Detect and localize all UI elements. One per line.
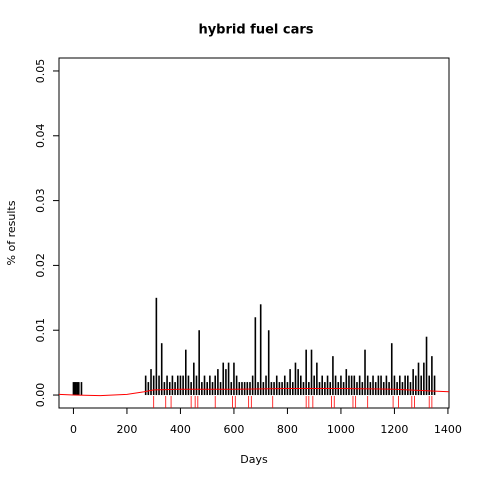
y-tick-label: 0.05	[34, 59, 47, 84]
x-tick-label: 600	[223, 423, 244, 436]
y-tick-label: 0.01	[34, 318, 47, 343]
x-tick-label: 1400	[434, 423, 462, 436]
y-tick-label: 0.00	[34, 383, 47, 408]
chart-title: hybrid fuel cars	[198, 23, 313, 38]
y-tick-label: 0.02	[34, 253, 47, 278]
y-tick-label: 0.04	[34, 124, 47, 149]
x-tick-label: 200	[116, 423, 137, 436]
smooth-line	[58, 388, 450, 397]
x-tick-label: 0	[70, 423, 77, 436]
x-tick-label: 1000	[327, 423, 355, 436]
x-tick-label: 800	[277, 423, 298, 436]
y-axis-label: % of results	[5, 200, 18, 265]
x-tick-label: 1200	[380, 423, 408, 436]
x-tick-label: 400	[170, 423, 191, 436]
plot-frame	[58, 57, 450, 409]
x-axis-label: Days	[240, 453, 268, 466]
y-tick-label: 0.03	[34, 188, 47, 213]
